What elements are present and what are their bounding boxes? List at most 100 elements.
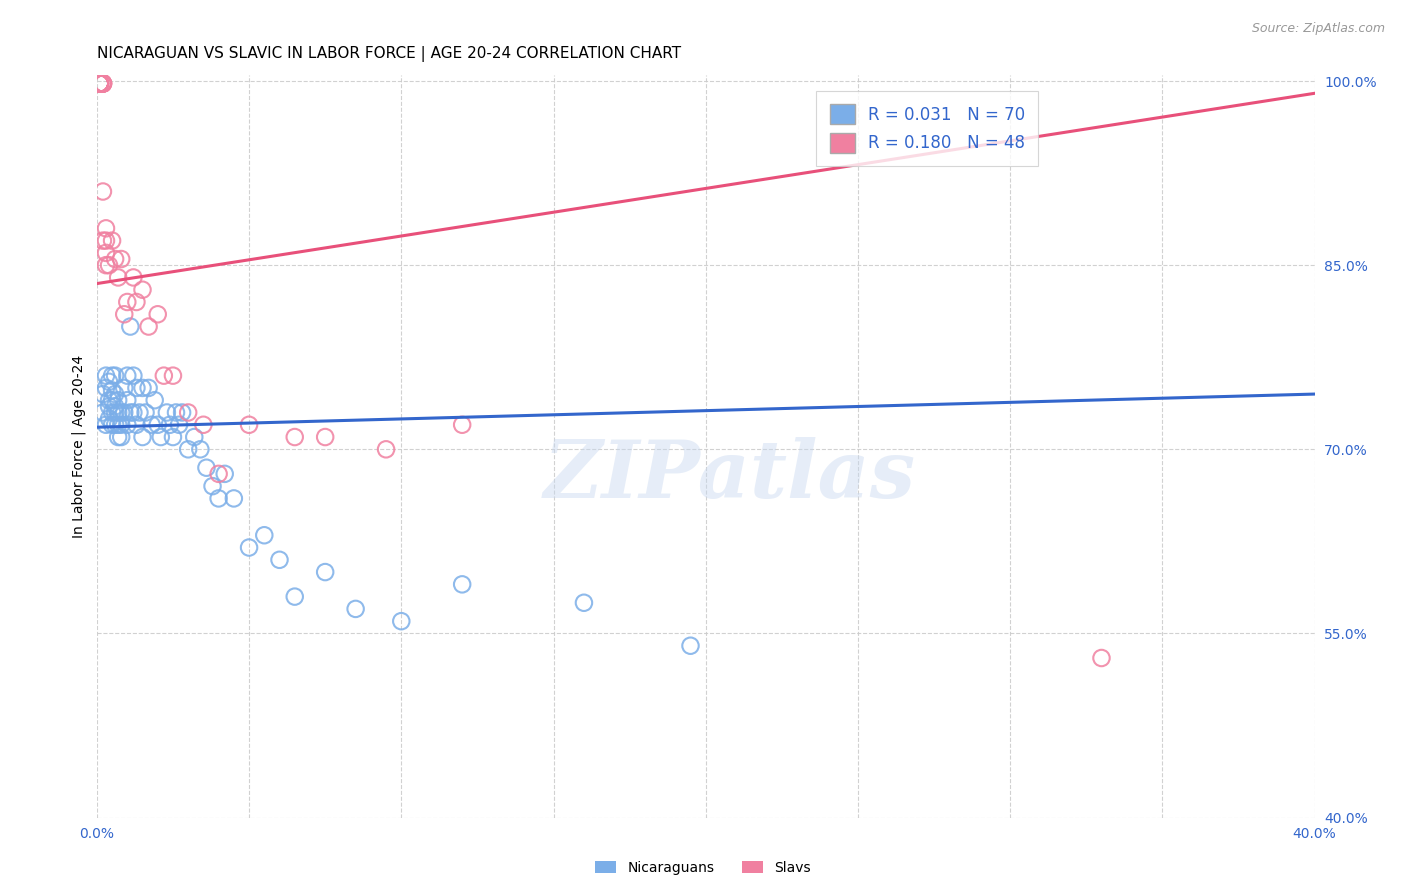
Point [110, 417, 132, 432]
Point [451, 577, 474, 591]
Point [91, 77, 114, 91]
Point [89, 77, 111, 91]
Point [284, 590, 307, 604]
Point [125, 295, 148, 310]
Point [91, 405, 114, 419]
Point [125, 417, 148, 432]
Point [1090, 651, 1112, 665]
Point [167, 417, 190, 432]
Point [89, 77, 111, 91]
Point [89, 77, 111, 91]
Point [89, 77, 111, 91]
Point [138, 381, 160, 395]
Point [207, 491, 229, 506]
Point [451, 417, 474, 432]
Point [89, 77, 111, 91]
Point [89, 77, 111, 91]
Point [138, 319, 160, 334]
Point [98, 258, 121, 272]
Point [110, 252, 132, 266]
Text: NICARAGUAN VS SLAVIC IN LABOR FORCE | AGE 20-24 CORRELATION CHART: NICARAGUAN VS SLAVIC IN LABOR FORCE | AG… [97, 46, 681, 62]
Point [117, 417, 139, 432]
Point [91, 387, 114, 401]
Point [112, 405, 135, 419]
Point [89, 77, 111, 91]
Point [101, 384, 124, 398]
Point [101, 234, 124, 248]
Point [94, 258, 117, 272]
Point [89, 77, 111, 91]
Point [91, 77, 114, 91]
Point [190, 442, 212, 457]
Point [128, 405, 150, 419]
Point [101, 405, 124, 419]
Point [101, 393, 124, 408]
Point [162, 368, 184, 383]
Point [269, 553, 291, 567]
Point [117, 393, 139, 408]
Point [94, 234, 117, 248]
Point [165, 405, 187, 419]
Point [122, 270, 145, 285]
Point [98, 411, 121, 425]
Point [131, 381, 153, 395]
Point [104, 405, 127, 419]
Point [101, 417, 124, 432]
Point [120, 405, 142, 419]
Point [679, 639, 702, 653]
Point [141, 417, 163, 432]
Point [389, 614, 412, 628]
Legend: Nicaraguans, Slavs: Nicaraguans, Slavs [589, 855, 817, 880]
Point [131, 283, 153, 297]
Point [89, 77, 111, 91]
Point [91, 77, 114, 91]
Point [117, 295, 139, 310]
Point [314, 565, 336, 579]
Point [104, 368, 127, 383]
Point [91, 185, 114, 199]
Point [153, 368, 176, 383]
Point [91, 77, 114, 91]
Point [214, 467, 236, 481]
Point [107, 417, 129, 432]
Point [122, 368, 145, 383]
Point [344, 602, 367, 616]
Point [112, 381, 135, 395]
Point [135, 405, 157, 419]
Point [120, 319, 142, 334]
Point [193, 417, 215, 432]
Point [201, 479, 224, 493]
Point [89, 77, 111, 91]
Point [253, 528, 276, 542]
Point [94, 381, 117, 395]
Point [284, 430, 307, 444]
Text: ZIPatlas: ZIPatlas [544, 437, 917, 515]
Text: Source: ZipAtlas.com: Source: ZipAtlas.com [1251, 22, 1385, 36]
Point [143, 393, 166, 408]
Point [89, 77, 111, 91]
Point [104, 252, 127, 266]
Point [94, 417, 117, 432]
Point [89, 77, 111, 91]
Point [375, 442, 398, 457]
Point [94, 246, 117, 260]
Point [238, 541, 260, 555]
Point [131, 430, 153, 444]
Point [122, 405, 145, 419]
Point [162, 430, 184, 444]
Point [117, 368, 139, 383]
Point [98, 375, 121, 389]
Point [104, 400, 127, 414]
Point [91, 77, 114, 91]
Point [156, 405, 179, 419]
Legend: R = 0.031   N = 70, R = 0.180   N = 48: R = 0.031 N = 70, R = 0.180 N = 48 [817, 91, 1039, 166]
Point [146, 307, 169, 321]
Point [572, 596, 595, 610]
Point [107, 405, 129, 419]
Point [91, 234, 114, 248]
Point [94, 368, 117, 383]
Point [104, 387, 127, 401]
Point [107, 430, 129, 444]
Point [222, 491, 245, 506]
Point [94, 221, 117, 235]
